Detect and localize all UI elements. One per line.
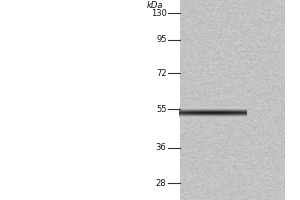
Text: 95: 95 bbox=[156, 36, 166, 45]
Text: 72: 72 bbox=[156, 68, 166, 77]
Text: kDa: kDa bbox=[147, 1, 164, 10]
Text: 55: 55 bbox=[156, 105, 166, 114]
Text: 36: 36 bbox=[156, 144, 167, 152]
Text: 28: 28 bbox=[156, 178, 166, 188]
Text: 130: 130 bbox=[151, 8, 166, 18]
